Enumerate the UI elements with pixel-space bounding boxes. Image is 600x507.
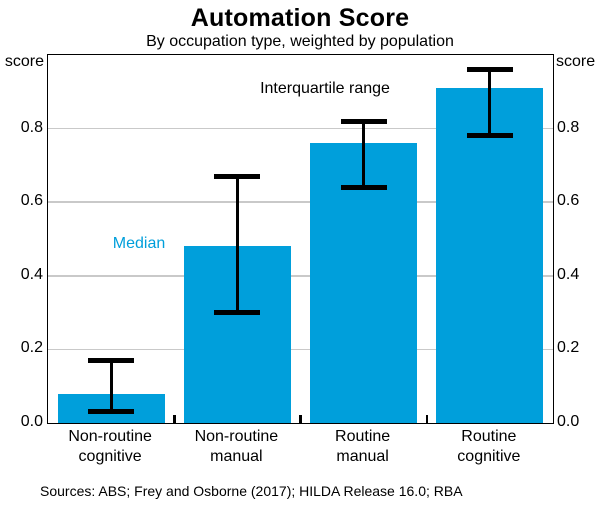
- category-label: Routine cognitive: [457, 428, 521, 465]
- plot-area: Interquartile range Median: [47, 54, 554, 424]
- error-bar-cap: [466, 133, 513, 139]
- category-label: Non-routine cognitive: [68, 428, 152, 465]
- error-bar-cap: [466, 67, 513, 73]
- error-bar-line: [109, 360, 113, 412]
- y-tick-label-right: 0.6: [557, 192, 580, 210]
- gridline: [48, 275, 553, 277]
- error-bar-cap: [340, 118, 387, 124]
- error-bar-line: [488, 69, 492, 136]
- y-axis-unit-left: score: [4, 53, 44, 70]
- error-bar-cap: [88, 357, 135, 363]
- median-annotation: Median: [112, 235, 166, 252]
- y-tick-label-right: 0.8: [557, 118, 580, 136]
- y-tick-label-left: 0.8: [20, 118, 43, 136]
- category-label: Non-routine manual: [194, 428, 279, 465]
- error-bar-line: [362, 121, 366, 188]
- y-axis-unit-right: score: [556, 53, 596, 70]
- y-tick-label-right: 0.2: [557, 339, 580, 357]
- y-tick-label-right: 0.0: [557, 413, 580, 430]
- y-tick-label-left: 0.0: [20, 413, 43, 430]
- y-tick-label-left: 0.4: [20, 265, 43, 283]
- category-separator-tick: [299, 415, 302, 423]
- category-label: Routine manual: [335, 428, 391, 465]
- gridline: [48, 127, 553, 130]
- y-tick-label-left: 0.2: [20, 339, 43, 357]
- category-separator-tick: [173, 415, 176, 423]
- error-bar-cap: [340, 184, 387, 190]
- y-tick-label-left: 0.6: [20, 192, 43, 210]
- y-tick-label-right: 0.4: [557, 265, 580, 283]
- chart-subtitle: By occupation type, weighted by populati…: [146, 33, 454, 50]
- error-bar-cap: [214, 310, 261, 316]
- category-separator-tick: [425, 415, 428, 423]
- gridline: [48, 201, 553, 203]
- bar: [436, 88, 544, 423]
- gridline: [48, 348, 553, 351]
- error-bar-cap: [88, 409, 135, 415]
- sources-footnote: Sources: ABS; Frey and Osborne (2017); H…: [40, 483, 463, 499]
- error-bar-line: [235, 176, 239, 313]
- error-bar-cap: [214, 173, 261, 179]
- iqr-annotation: Interquartile range: [260, 80, 390, 97]
- chart-title: Automation Score: [190, 4, 410, 32]
